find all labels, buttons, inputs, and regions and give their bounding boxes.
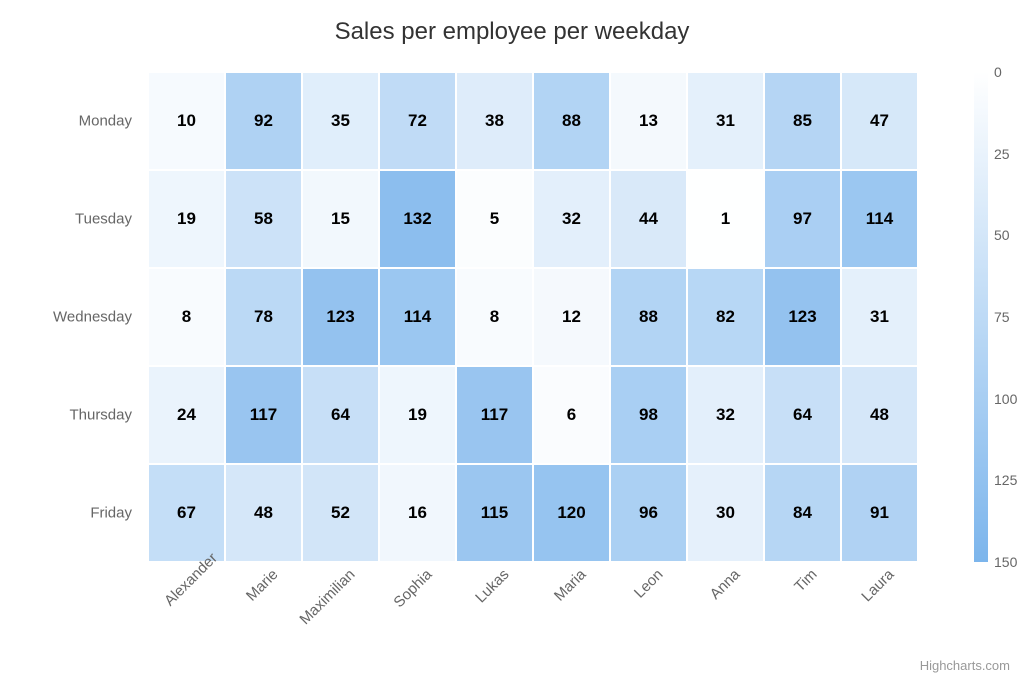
- y-axis-label: Tuesday: [0, 211, 132, 228]
- heatmap-cell[interactable]: 8: [456, 268, 533, 366]
- heatmap-chart: Sales per employee per weekday Monday Tue…: [0, 0, 1024, 683]
- color-axis-tick-label: 50: [994, 227, 1010, 243]
- heatmap-cell[interactable]: 38: [456, 72, 533, 170]
- heatmap-row: 19581513253244197114: [148, 170, 918, 268]
- heatmap-cell[interactable]: 117: [456, 366, 533, 464]
- color-axis-tick-label: 125: [994, 472, 1017, 488]
- heatmap-cell[interactable]: 19: [148, 170, 225, 268]
- heatmap-cell[interactable]: 78: [225, 268, 302, 366]
- heatmap-cell[interactable]: 120: [533, 464, 610, 562]
- color-axis-legend: 0255075100125150: [974, 72, 988, 562]
- credits-label: Highcharts.com: [920, 658, 1010, 673]
- heatmap-cell[interactable]: 24: [148, 366, 225, 464]
- heatmap-cell[interactable]: 64: [302, 366, 379, 464]
- heatmap-cell[interactable]: 44: [610, 170, 687, 268]
- heatmap-cell[interactable]: 114: [379, 268, 456, 366]
- heatmap-row: 241176419117698326448: [148, 366, 918, 464]
- heatmap-cell[interactable]: 16: [379, 464, 456, 562]
- heatmap-cell[interactable]: 91: [841, 464, 918, 562]
- plot-area: 1092357238881331854719581513253244197114…: [148, 72, 918, 562]
- heatmap-cell[interactable]: 48: [225, 464, 302, 562]
- heatmap-cell[interactable]: 31: [841, 268, 918, 366]
- heatmap-cell[interactable]: 32: [687, 366, 764, 464]
- heatmap-row: 10923572388813318547: [148, 72, 918, 170]
- heatmap-cell[interactable]: 64: [764, 366, 841, 464]
- heatmap-cell[interactable]: 58: [225, 170, 302, 268]
- heatmap-cell[interactable]: 97: [764, 170, 841, 268]
- color-axis-tick-label: 75: [994, 309, 1010, 325]
- color-axis-tick-label: 25: [994, 146, 1010, 162]
- heatmap-cell[interactable]: 30: [687, 464, 764, 562]
- heatmap-cell[interactable]: 1: [687, 170, 764, 268]
- heatmap-cell[interactable]: 98: [610, 366, 687, 464]
- heatmap-cell[interactable]: 15: [302, 170, 379, 268]
- y-axis: Monday Tuesday Wednesday Thursday Friday: [0, 72, 140, 562]
- heatmap-cell[interactable]: 123: [764, 268, 841, 366]
- heatmap-cell[interactable]: 114: [841, 170, 918, 268]
- heatmap-cell[interactable]: 10: [148, 72, 225, 170]
- heatmap-row: 878123114812888212331: [148, 268, 918, 366]
- heatmap-cell[interactable]: 35: [302, 72, 379, 170]
- heatmap-cell[interactable]: 32: [533, 170, 610, 268]
- y-axis-label: Monday: [0, 113, 132, 130]
- x-axis-label: Maria: [274, 566, 590, 683]
- y-axis-label: Thursday: [0, 407, 132, 424]
- heatmap-cell[interactable]: 85: [764, 72, 841, 170]
- heatmap-cell[interactable]: 19: [379, 366, 456, 464]
- heatmap-cell[interactable]: 8: [148, 268, 225, 366]
- heatmap-cell[interactable]: 12: [533, 268, 610, 366]
- heatmap-cell[interactable]: 82: [687, 268, 764, 366]
- color-axis-tick-label: 100: [994, 391, 1017, 407]
- x-axis-label: Alexander: [161, 566, 204, 609]
- chart-title: Sales per employee per weekday: [0, 18, 1024, 46]
- heatmap-cell[interactable]: 31: [687, 72, 764, 170]
- heatmap-cell[interactable]: 123: [302, 268, 379, 366]
- heatmap-cell[interactable]: 96: [610, 464, 687, 562]
- heatmap-cell[interactable]: 92: [225, 72, 302, 170]
- heatmap-cell[interactable]: 47: [841, 72, 918, 170]
- heatmap-cell[interactable]: 5: [456, 170, 533, 268]
- x-axis: AlexanderMarieMaximilianSophiaLukasMaria…: [148, 566, 918, 646]
- heatmap-cell[interactable]: 48: [841, 366, 918, 464]
- heatmap-cell[interactable]: 6: [533, 366, 610, 464]
- heatmap-cell[interactable]: 13: [610, 72, 687, 170]
- heatmap-cell[interactable]: 72: [379, 72, 456, 170]
- heatmap-cell[interactable]: 88: [610, 268, 687, 366]
- heatmap-cell[interactable]: 115: [456, 464, 533, 562]
- color-axis-tick-label: 150: [994, 554, 1017, 570]
- heatmap-cell[interactable]: 67: [148, 464, 225, 562]
- heatmap-cell[interactable]: 52: [302, 464, 379, 562]
- heatmap-cell[interactable]: 132: [379, 170, 456, 268]
- y-axis-label: Wednesday: [0, 309, 132, 326]
- heatmap-cell[interactable]: 84: [764, 464, 841, 562]
- color-axis-tick-label: 0: [994, 64, 1002, 80]
- heatmap-cell[interactable]: 117: [225, 366, 302, 464]
- heatmap-row: 6748521611512096308491: [148, 464, 918, 562]
- y-axis-label: Friday: [0, 505, 132, 522]
- heatmap-cell[interactable]: 88: [533, 72, 610, 170]
